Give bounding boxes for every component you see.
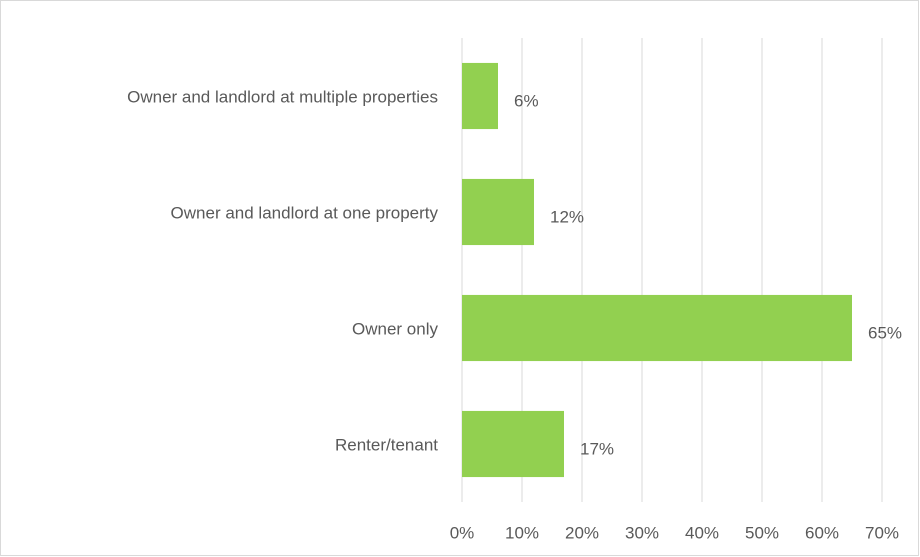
x-tick-label: 50% <box>745 523 779 542</box>
y-tick-label: Renter/tenant <box>335 435 438 454</box>
y-tick-label: Owner and landlord at multiple propertie… <box>127 87 438 106</box>
bar <box>462 294 852 362</box>
data-label: 65% <box>868 323 902 342</box>
data-label: 12% <box>550 207 584 226</box>
y-tick-label: Owner only <box>352 319 438 338</box>
x-tick-label: 0% <box>450 523 475 542</box>
bar <box>462 62 498 130</box>
x-tick-label: 70% <box>865 523 899 542</box>
bar <box>462 178 534 246</box>
x-tick-label: 20% <box>565 523 599 542</box>
x-tick-label: 10% <box>505 523 539 542</box>
bar <box>462 410 564 478</box>
data-label: 17% <box>580 439 614 458</box>
data-label: 6% <box>514 91 539 110</box>
y-tick-label: Owner and landlord at one property <box>171 203 439 222</box>
x-tick-label: 30% <box>625 523 659 542</box>
x-tick-label: 40% <box>685 523 719 542</box>
x-tick-label: 60% <box>805 523 839 542</box>
